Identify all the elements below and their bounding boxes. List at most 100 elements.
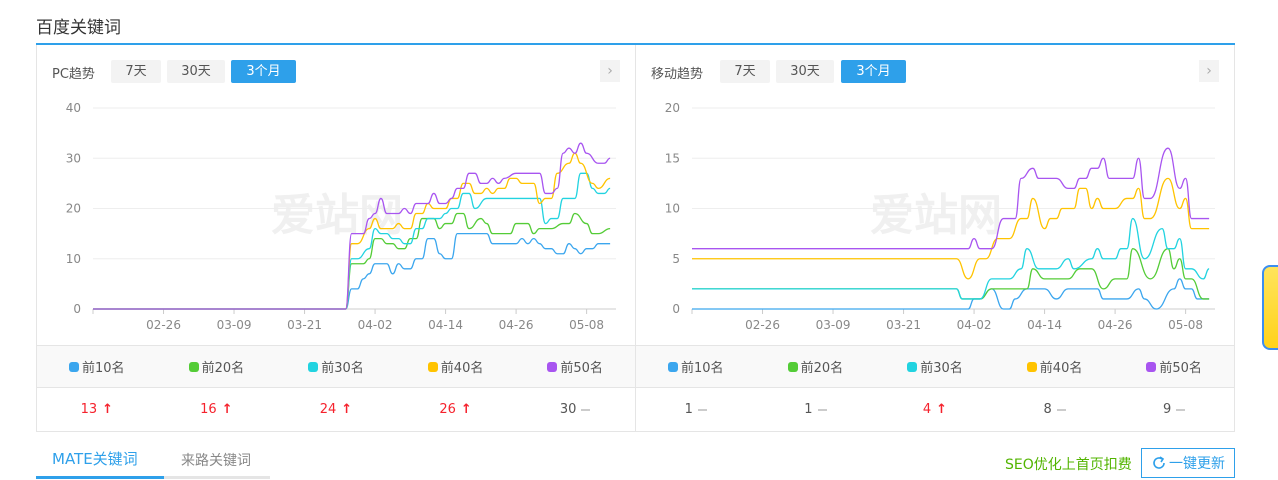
series-line-前20名 [692,248,1210,300]
rank-count: 24 ↑ [276,388,396,431]
chart-legend: 前10名 前20名 前30名 前40名 前50名 [636,345,1234,388]
series-line-前30名 [93,172,611,310]
rank-count-value: 24 [319,402,337,417]
rank-count-value: 30 [559,402,577,417]
arrow-up-icon: ↑ [936,402,948,417]
rank-count: 8 [995,388,1115,431]
legend-item[interactable]: 前20名 [756,346,876,387]
rank-count: 4 ↑ [875,388,995,431]
x-tick-label: 02-26 [146,318,181,332]
legend-swatch [787,361,798,372]
rank-count: 1 [756,388,876,431]
legend-item[interactable]: 前40名 [396,346,516,387]
x-tick-label: 04-02 [957,318,992,332]
series-line-前20名 [93,212,611,310]
legend-label: 前20名 [201,361,245,376]
x-tick-label: 04-02 [358,318,393,332]
x-tick-label: 03-21 [886,318,921,332]
chart-legend: 前10名 前20名 前30名 前40名 前50名 [37,345,635,388]
legend-swatch [907,361,918,372]
seo-promo-link[interactable]: SEO优化上首页扣费 [1005,457,1132,473]
tab-mate-keywords[interactable]: MATE关键词 [52,450,138,468]
legend-swatch [308,361,319,372]
x-tick-label: 04-26 [499,318,534,332]
rank-count: 30 [515,388,635,431]
legend-item[interactable]: 前30名 [875,346,995,387]
rank-count: 13 ↑ [37,388,157,431]
chevron-right-icon[interactable]: › [1199,60,1219,82]
range-button[interactable]: 3个月 [231,60,296,83]
trend-chart: 爱站网 0 5 10 15 20 02-26 03-09 03-21 04-02 04-14 04-2… [665,101,1215,332]
rank-count-value: 8 [1043,402,1052,417]
series-line-前40名 [692,177,1210,280]
rank-count-value: 16 [200,402,217,417]
panel-label: 移动趋势 [651,67,704,82]
range-button[interactable]: 30天 [776,60,834,83]
x-tick-label: 02-26 [745,318,780,332]
x-tick-label: 04-26 [1098,318,1133,332]
floating-badge[interactable] [1262,265,1278,350]
series-line-前30名 [692,217,1210,300]
rank-counts: 13 ↑ 16 ↑ 24 ↑ 26 ↑ 30 [37,388,635,431]
refresh-button[interactable]: 一键更新 [1141,448,1235,478]
rank-count-value: 1 [684,402,693,417]
refresh-icon [1153,456,1165,469]
legend-label: 前30名 [321,361,364,376]
legend-item[interactable]: 前50名 [515,346,635,387]
y-tick-label: 5 [672,252,680,266]
rank-count-value: 4 [922,402,932,417]
legend-item[interactable]: 前20名 [157,346,277,387]
chevron-right-icon[interactable]: › [600,60,620,82]
series-line-前50名 [692,147,1210,250]
legend-swatch [547,361,558,372]
series-line-前10名 [93,232,611,310]
rank-count-value: 26 [439,402,456,417]
legend-label: 前10名 [681,361,724,376]
y-tick-label: 10 [665,202,680,216]
rank-count: 1 [636,388,756,431]
series-line-前10名 [692,278,1210,310]
legend-swatch [188,361,199,372]
mobile-trend-panel: 爱站网 0 5 10 15 20 02-26 03-09 03-21 04-02 04-14 04-2… [635,45,1235,432]
legend-label: 前10名 [82,361,125,376]
tab-referral-keywords[interactable]: 来路关键词 [181,453,251,469]
legend-label: 前50名 [1159,361,1202,376]
range-button[interactable]: 7天 [720,60,770,83]
panel-label: PC趋势 [52,67,95,82]
legend-item[interactable]: 前10名 [636,346,756,387]
legend-item[interactable]: 前10名 [37,346,157,387]
y-tick-label: 0 [73,302,81,316]
flat-dash-icon [1056,408,1066,411]
flat-dash-icon [817,408,827,411]
title-underline [36,43,1235,45]
x-tick-label: 04-14 [428,318,463,332]
watermark-logo: 爱站网 [870,190,1002,241]
legend-item[interactable]: 前40名 [995,346,1115,387]
range-button[interactable]: 30天 [167,60,225,83]
flat-dash-icon [697,408,707,411]
legend-swatch [668,361,679,372]
x-tick-label: 05-08 [1168,318,1203,332]
y-tick-label: 15 [665,151,680,165]
legend-swatch [69,361,80,372]
range-button[interactable]: 7天 [111,60,161,83]
series-line-前50名 [93,142,611,310]
range-button[interactable]: 3个月 [841,60,906,83]
y-tick-label: 30 [66,151,81,165]
pc-trend-panel: 爱站网 0 10 20 30 40 02-26 03-09 03-21 04-02 04-14 04-… [36,45,636,432]
legend-label: 前40名 [1039,361,1083,376]
legend-item[interactable]: 前30名 [276,346,396,387]
y-tick-label: 20 [665,101,680,115]
y-tick-label: 10 [66,252,81,266]
legend-label: 前50名 [560,361,603,376]
x-tick-label: 05-08 [569,318,604,332]
arrow-up-icon: ↑ [102,402,114,417]
refresh-label: 一键更新 [1169,456,1225,472]
y-tick-label: 0 [672,302,680,316]
rank-count-value: 9 [1163,402,1172,417]
legend-item[interactable]: 前50名 [1114,346,1234,387]
rank-count-value: 1 [804,402,813,417]
legend-swatch [427,361,438,372]
legend-swatch [1026,361,1037,372]
legend-label: 前20名 [800,361,844,376]
